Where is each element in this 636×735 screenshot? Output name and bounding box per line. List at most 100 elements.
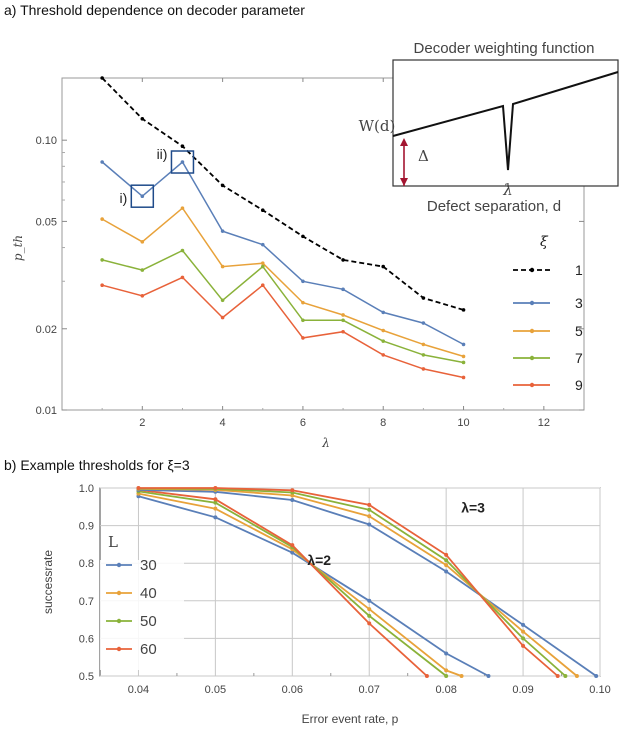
panel-a-point-xi-9 xyxy=(260,283,265,288)
panel-b-point-6 xyxy=(563,674,568,678)
panel-b-point-0 xyxy=(444,651,449,656)
panel-b-x-tick-label: 0.04 xyxy=(128,684,149,696)
panel-a-legend-label-xi-9: 9 xyxy=(575,377,583,393)
panel-b-plot: 0.04 0.05 0.06 0.07 0.08 0.09 0.10 0.5 0.6 0.7 0.8… xyxy=(41,483,611,726)
panel-b-y-tick-label: 0.5 xyxy=(79,671,94,683)
panel-b-legend-marker-50 xyxy=(116,618,122,624)
panel-b-point-4 xyxy=(521,622,526,627)
panel-a-point-xi-1 xyxy=(180,144,185,148)
panel-a-point-xi-3 xyxy=(180,160,185,164)
panel-a-y-axis-label: p_th xyxy=(11,235,25,261)
panel-b-series-line-1 xyxy=(138,492,462,677)
panel-b-point-7 xyxy=(444,552,449,557)
panel-a-legend-label-xi-5: 5 xyxy=(575,323,583,339)
panel-a-point-xi-1 xyxy=(260,208,265,213)
panel-a-legend-marker-xi-1 xyxy=(529,267,535,273)
delta-label: Δ xyxy=(418,147,429,165)
panel-b-legend-label-40: 40 xyxy=(140,585,157,602)
panel-b-point-2 xyxy=(367,613,372,618)
panel-b-point-2 xyxy=(444,674,449,678)
panel-a-point-xi-9 xyxy=(220,315,225,320)
panel-a-point-xi-1 xyxy=(421,296,426,300)
panel-b-legend-marker-30 xyxy=(116,562,122,568)
panel-a-point-xi-7 xyxy=(220,298,225,303)
panel-b-point-0 xyxy=(213,515,218,520)
panel-a-point-xi-3 xyxy=(421,321,426,325)
panel-a-point-xi-5 xyxy=(220,264,225,269)
panel-b-point-0 xyxy=(486,674,491,678)
panel-b-point-7 xyxy=(555,674,560,678)
panel-a-point-xi-9 xyxy=(381,353,386,357)
panel-a-point-xi-7 xyxy=(301,318,305,323)
delta-arrow-head-down xyxy=(400,178,408,186)
panel-b-ticks: 0.04 0.05 0.06 0.07 0.08 0.09 0.10 0.5 0.6 0.7 0.8… xyxy=(79,483,611,696)
inset-weight-curve xyxy=(392,71,619,171)
panel-a-legend-label-xi-1: 1 xyxy=(575,262,583,278)
panel-b-legend-title: L xyxy=(108,533,118,551)
panel-a-point-xi-9 xyxy=(140,293,145,298)
panel-a-legend-label-xi-7: 7 xyxy=(575,350,583,366)
panel-b-point-6 xyxy=(444,558,449,563)
panel-b-point-4 xyxy=(444,569,449,574)
panel-b-y-tick-label: 0.9 xyxy=(79,521,94,533)
delta-arrow-head-up xyxy=(400,138,408,146)
panel-b-y-tick-label: 0.6 xyxy=(79,633,94,645)
panel-a-point-xi-7 xyxy=(140,268,145,272)
panel-a-point-xi-5 xyxy=(421,342,426,347)
panel-a-x-tick-label: 8 xyxy=(380,417,386,429)
panel-b-point-3 xyxy=(213,497,218,502)
panel-b-legend-label-60: 60 xyxy=(140,641,157,658)
panel-a-point-xi-5 xyxy=(301,300,305,305)
annotation-label-1: i) xyxy=(120,190,128,206)
panel-b-point-3 xyxy=(424,674,429,678)
panel-a-x-tick-label: 12 xyxy=(538,417,550,429)
panel-a-point-xi-5 xyxy=(180,206,185,210)
panel-b-point-6 xyxy=(521,636,526,641)
panel-b-y-tick-label: 0.8 xyxy=(79,558,94,570)
panel-a-y-tick-label: 0.05 xyxy=(36,216,57,228)
inset-y-label: W(d) xyxy=(359,117,396,135)
panel-b-title: b) Example thresholds for ξ=3 xyxy=(4,457,190,473)
panel-a-y-tick-label: 0.02 xyxy=(36,324,57,336)
panel-b-series-line-0 xyxy=(138,495,489,677)
panel-b-point-5 xyxy=(521,629,526,634)
panel-b-point-1 xyxy=(444,668,449,673)
panel-a-series-line-xi-9 xyxy=(102,276,464,379)
panel-a-point-xi-1 xyxy=(100,76,104,80)
panel-a-legend: ξ 1 3 5 7 9 xyxy=(513,234,583,393)
panel-a-point-xi-7 xyxy=(421,353,426,357)
panel-a-point-xi-9 xyxy=(421,367,426,371)
panel-b-legend-marker-40 xyxy=(116,590,122,596)
panel-a-legend-label-xi-3: 3 xyxy=(575,295,583,311)
panel-a-series-line-xi-7 xyxy=(102,249,464,364)
panel-a-point-xi-5 xyxy=(140,240,145,244)
panel-a-series xyxy=(100,76,466,380)
panel-a-x-tick-label: 6 xyxy=(300,417,306,429)
panel-a-point-xi-1 xyxy=(301,234,305,239)
panel-a-series-line-xi-1 xyxy=(101,77,464,311)
inset-title: Decoder weighting function xyxy=(414,40,595,57)
panel-a-point-xi-1 xyxy=(140,117,145,121)
panel-a-point-xi-3 xyxy=(381,310,386,315)
panel-a-point-xi-3 xyxy=(140,194,145,198)
panel-a-point-xi-3 xyxy=(341,287,345,292)
panel-b-point-0 xyxy=(367,598,372,603)
panel-a-point-xi-3 xyxy=(301,279,305,284)
panel-a-point-xi-9 xyxy=(341,329,345,334)
panel-b-legend-label-50: 50 xyxy=(140,613,157,630)
panel-b-point-5 xyxy=(574,674,579,678)
panel-b-point-2 xyxy=(213,500,218,505)
panel-a-title: a) Threshold dependence on decoder param… xyxy=(4,2,305,18)
panel-b-point-5 xyxy=(367,514,372,519)
panel-b-point-3 xyxy=(367,621,372,626)
panel-b-legend-bg xyxy=(100,560,184,670)
panel-a-point-xi-1 xyxy=(220,183,225,188)
panel-b-curve-label-2: λ=3 xyxy=(461,499,485,515)
panel-a-series-line-xi-5 xyxy=(101,206,464,358)
panel-b-point-1 xyxy=(367,607,372,612)
annotation-box-2 xyxy=(170,150,195,174)
panel-b-legend-label-30: 30 xyxy=(140,557,157,574)
panel-b-point-1 xyxy=(213,506,218,511)
panel-b-point-7 xyxy=(213,486,218,490)
panel-a-point-xi-7 xyxy=(381,339,386,343)
